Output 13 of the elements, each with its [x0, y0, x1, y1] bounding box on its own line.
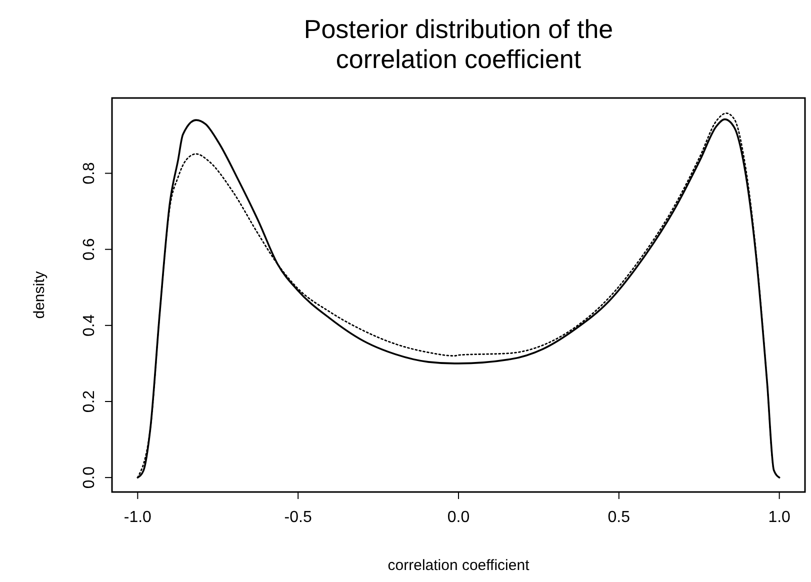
y-tick-label: 0.8 [81, 162, 98, 184]
y-tick-label: 0.4 [81, 314, 98, 337]
y-axis-title: density [31, 270, 48, 319]
y-tick-label: 0.0 [81, 466, 98, 489]
x-tick-label: 0.0 [447, 509, 470, 526]
y-tick-label: 0.6 [81, 238, 98, 260]
chart-title: Posterior distribution of the correlation coefficient [304, 14, 614, 74]
x-tick-label: 0.5 [608, 509, 630, 526]
x-tick-label: -1.0 [124, 509, 152, 526]
y-tick-label: 0.2 [81, 390, 98, 413]
x-tick-label: 1.0 [768, 509, 791, 526]
x-axis-title: correlation coefficient [388, 557, 530, 574]
x-tick-label: -0.5 [284, 509, 312, 526]
